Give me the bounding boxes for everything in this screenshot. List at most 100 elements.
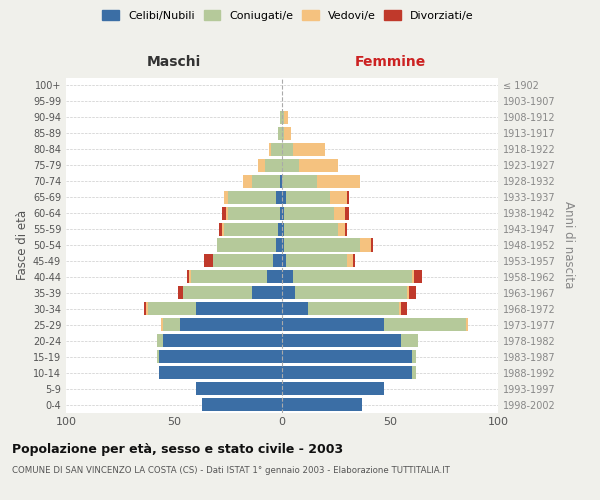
Bar bbox=[159, 366, 282, 379]
Bar bbox=[412, 350, 416, 363]
Bar bbox=[163, 318, 181, 332]
Bar bbox=[398, 302, 401, 316]
Bar bbox=[347, 190, 349, 203]
Bar bbox=[282, 222, 284, 235]
Bar bbox=[182, 286, 252, 300]
Bar bbox=[267, 270, 282, 283]
Text: Maschi: Maschi bbox=[147, 54, 201, 68]
Bar bbox=[202, 398, 282, 411]
Bar bbox=[181, 318, 282, 332]
Bar bbox=[284, 206, 334, 220]
Bar bbox=[228, 190, 275, 203]
Bar bbox=[146, 302, 148, 316]
Bar bbox=[282, 174, 317, 188]
Bar bbox=[191, 270, 267, 283]
Bar bbox=[243, 174, 252, 188]
Bar bbox=[282, 302, 308, 316]
Bar bbox=[221, 206, 226, 220]
Bar bbox=[224, 222, 278, 235]
Bar bbox=[187, 270, 189, 283]
Bar bbox=[220, 222, 221, 235]
Bar bbox=[204, 254, 213, 268]
Bar bbox=[282, 127, 284, 140]
Bar bbox=[284, 111, 289, 124]
Bar bbox=[278, 127, 282, 140]
Bar bbox=[196, 302, 282, 316]
Bar bbox=[224, 190, 228, 203]
Bar bbox=[217, 238, 275, 252]
Bar bbox=[282, 254, 286, 268]
Bar bbox=[414, 270, 422, 283]
Bar bbox=[293, 142, 325, 156]
Bar bbox=[280, 111, 282, 124]
Bar bbox=[282, 206, 284, 220]
Bar bbox=[286, 254, 347, 268]
Bar bbox=[178, 286, 182, 300]
Bar bbox=[258, 158, 265, 172]
Bar bbox=[282, 382, 383, 395]
Bar bbox=[466, 318, 468, 332]
Bar bbox=[299, 158, 338, 172]
Y-axis label: Anni di nascita: Anni di nascita bbox=[562, 202, 575, 288]
Bar bbox=[412, 270, 414, 283]
Y-axis label: Fasce di età: Fasce di età bbox=[16, 210, 29, 280]
Bar bbox=[338, 222, 344, 235]
Bar bbox=[308, 302, 398, 316]
Bar bbox=[269, 142, 271, 156]
Bar bbox=[282, 111, 284, 124]
Bar bbox=[144, 302, 146, 316]
Bar bbox=[353, 254, 355, 268]
Bar bbox=[196, 382, 282, 395]
Bar bbox=[282, 286, 295, 300]
Bar bbox=[347, 254, 353, 268]
Bar bbox=[228, 206, 280, 220]
Bar bbox=[213, 254, 274, 268]
Bar bbox=[282, 334, 401, 347]
Bar bbox=[284, 222, 338, 235]
Bar bbox=[280, 206, 282, 220]
Bar bbox=[275, 238, 282, 252]
Bar bbox=[282, 190, 286, 203]
Bar bbox=[275, 190, 282, 203]
Bar bbox=[334, 206, 344, 220]
Bar bbox=[148, 302, 196, 316]
Bar bbox=[344, 222, 347, 235]
Bar bbox=[407, 286, 409, 300]
Bar bbox=[282, 350, 412, 363]
Bar bbox=[280, 174, 282, 188]
Bar bbox=[274, 254, 282, 268]
Bar bbox=[252, 286, 282, 300]
Bar bbox=[295, 286, 407, 300]
Bar bbox=[221, 222, 224, 235]
Legend: Celibi/Nubili, Coniugati/e, Vedovi/e, Divorziati/e: Celibi/Nubili, Coniugati/e, Vedovi/e, Di… bbox=[98, 6, 478, 25]
Bar bbox=[161, 318, 163, 332]
Bar bbox=[163, 334, 282, 347]
Bar bbox=[252, 174, 280, 188]
Bar bbox=[329, 190, 347, 203]
Bar bbox=[401, 302, 407, 316]
Bar bbox=[159, 350, 282, 363]
Bar bbox=[284, 127, 290, 140]
Text: Popolazione per età, sesso e stato civile - 2003: Popolazione per età, sesso e stato civil… bbox=[12, 442, 343, 456]
Bar bbox=[282, 366, 412, 379]
Bar bbox=[282, 238, 284, 252]
Bar bbox=[286, 190, 329, 203]
Bar bbox=[284, 238, 360, 252]
Bar bbox=[226, 206, 228, 220]
Bar bbox=[282, 142, 293, 156]
Bar bbox=[157, 334, 163, 347]
Bar bbox=[401, 334, 418, 347]
Bar bbox=[189, 270, 191, 283]
Bar bbox=[278, 222, 282, 235]
Bar bbox=[271, 142, 282, 156]
Bar bbox=[412, 366, 416, 379]
Bar bbox=[282, 398, 362, 411]
Text: Femmine: Femmine bbox=[355, 54, 425, 68]
Bar bbox=[344, 206, 349, 220]
Bar bbox=[157, 350, 159, 363]
Bar bbox=[383, 318, 466, 332]
Bar bbox=[409, 286, 416, 300]
Text: COMUNE DI SAN VINCENZO LA COSTA (CS) - Dati ISTAT 1° gennaio 2003 - Elaborazione: COMUNE DI SAN VINCENZO LA COSTA (CS) - D… bbox=[12, 466, 450, 475]
Bar bbox=[293, 270, 412, 283]
Bar bbox=[317, 174, 360, 188]
